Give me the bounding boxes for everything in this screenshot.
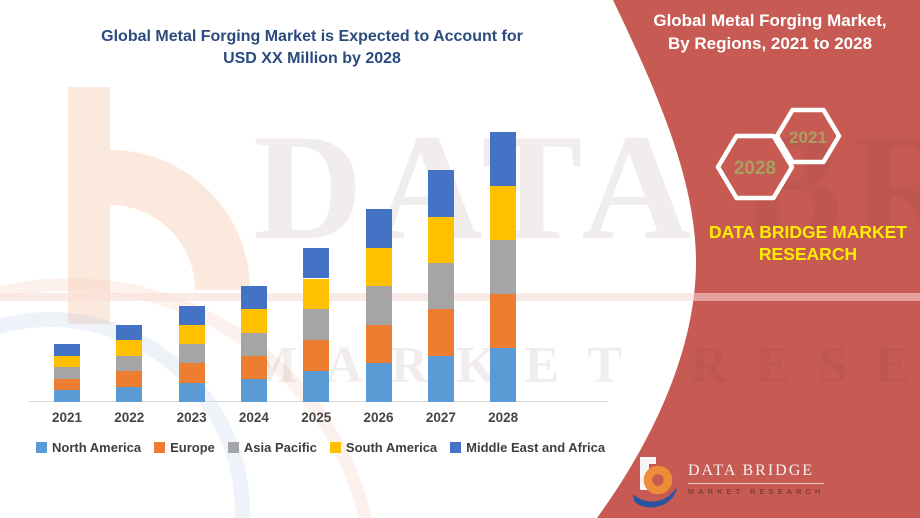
x-axis-label-2025: 2025 xyxy=(301,410,332,425)
bar-segment-asia-pacific xyxy=(490,239,517,294)
bar-segment-middle-east-and-africa xyxy=(427,170,454,217)
chart-title-line1: Global Metal Forging Market is Expected … xyxy=(101,28,523,45)
banner-brand-text: DATA BRIDGE MARKET RESEARCH xyxy=(700,221,916,265)
bar-segment-middle-east-and-africa xyxy=(303,247,330,279)
bar-segment-middle-east-and-africa xyxy=(365,209,392,248)
bar-segment-middle-east-and-africa xyxy=(240,286,267,310)
bar-chart-plot-area: 2021 2022 2023 2024 2025 2026 2027 2028 xyxy=(28,120,612,425)
bar-segment-south-america xyxy=(303,278,330,310)
hexagon-2021-label: 2021 xyxy=(789,128,827,147)
hexagon-2028-label: 2028 xyxy=(734,158,776,179)
watermark-text-row2: MARKET RESEARCH xyxy=(248,337,920,394)
bar-segment-europe xyxy=(303,340,330,372)
legend-swatch-north-america xyxy=(36,442,47,453)
banner-title-line2: By Regions, 2021 to 2028 xyxy=(667,34,873,53)
hexagon-2021 xyxy=(774,107,842,165)
legend-label-middle-east-and-africa: Middle East and Africa xyxy=(466,440,606,455)
x-axis-label-2023: 2023 xyxy=(176,410,207,425)
bar-column-2028 xyxy=(490,120,517,402)
bar-segment-north-america xyxy=(490,347,517,402)
legend-item-asia-pacific: Asia Pacific xyxy=(227,440,317,455)
bar-segment-asia-pacific xyxy=(54,367,80,379)
x-axis-label-2028: 2028 xyxy=(488,410,519,425)
x-axis-label-2022: 2022 xyxy=(114,410,145,425)
bar-segment-middle-east-and-africa xyxy=(490,131,517,186)
footer-logo-name: DATA BRIDGE xyxy=(688,462,825,484)
chart-title-line2: USD XX Million by 2028 xyxy=(223,50,401,67)
bar-segment-europe xyxy=(54,378,80,391)
bar-segment-asia-pacific xyxy=(303,309,330,341)
legend-item-south-america: South America xyxy=(329,440,438,455)
legend-item-europe: Europe xyxy=(154,440,215,455)
bar-segment-middle-east-and-africa xyxy=(54,344,80,356)
year-hexagons: 2021 2028 xyxy=(715,107,842,201)
bar-segment-north-america xyxy=(365,363,392,402)
bar-segment-north-america xyxy=(116,386,143,402)
banner-brand-line1: DATA BRIDGE MARKET xyxy=(709,222,907,242)
legend-label-north-america: North America xyxy=(52,440,142,455)
bar-segment-north-america xyxy=(427,355,454,402)
legend-item-middle-east-and-africa: Middle East and Africa xyxy=(450,440,605,455)
bar-segment-south-america xyxy=(54,355,80,368)
watermark-stripe xyxy=(0,293,920,301)
bar-column-2025 xyxy=(303,120,330,402)
bar-segment-europe xyxy=(365,324,392,364)
bar-segment-north-america xyxy=(54,390,80,402)
x-axis-label-2024: 2024 xyxy=(238,410,269,425)
chart-title: Global Metal Forging Market is Expected … xyxy=(88,26,536,70)
footer-logo: DATA BRIDGE MARKET RESEARCH xyxy=(632,456,825,508)
bar-segment-europe xyxy=(427,309,454,356)
x-axis-label-2021: 2021 xyxy=(51,410,83,425)
legend-swatch-middle-east-and-africa xyxy=(450,442,462,453)
legend-swatch-south-america xyxy=(329,442,341,453)
x-axis-label-2027: 2027 xyxy=(425,410,456,425)
x-axis-label-2026: 2026 xyxy=(363,410,394,425)
legend-swatch-asia-pacific xyxy=(227,442,239,453)
bar-segment-europe xyxy=(116,371,143,387)
banner-title: Global Metal Forging Market, By Regions,… xyxy=(622,9,918,55)
bar-segment-south-america xyxy=(427,216,454,264)
bar-column-2021 xyxy=(54,120,80,402)
bar-segment-north-america xyxy=(240,378,267,402)
chart-legend: North America Europe Asia Pacific South Ame… xyxy=(36,440,605,455)
legend-item-north-america: North America xyxy=(36,440,141,455)
bar-segment-middle-east-and-africa xyxy=(178,305,205,325)
bar-segment-south-america xyxy=(240,309,267,333)
bar-segment-asia-pacific xyxy=(116,355,143,372)
bar-column-2023 xyxy=(178,120,205,402)
bar-segment-asia-pacific xyxy=(178,344,205,364)
bar-segment-south-america xyxy=(490,185,517,240)
bar-column-2027 xyxy=(427,120,454,402)
bar-segment-europe xyxy=(240,355,267,379)
bar-segment-south-america xyxy=(116,340,143,356)
bar-column-2022 xyxy=(116,120,143,402)
legend-label-asia-pacific: Asia Pacific xyxy=(243,440,317,455)
bar-segment-north-america xyxy=(303,371,330,402)
legend-label-south-america: South America xyxy=(345,440,438,455)
bar-segment-north-america xyxy=(178,382,205,402)
bar-segment-middle-east-and-africa xyxy=(116,324,143,341)
bar-segment-south-america xyxy=(365,247,392,287)
bar-column-2026 xyxy=(365,120,392,402)
legend-swatch-europe xyxy=(154,442,166,453)
bar-segment-europe xyxy=(178,363,205,383)
footer-logo-subtitle: MARKET RESEARCH xyxy=(688,487,825,496)
hexagon-2028 xyxy=(715,133,795,201)
bar-segment-asia-pacific xyxy=(427,263,454,310)
banner-title-line1: Global Metal Forging Market, xyxy=(653,11,887,30)
watermark-text-row1: DATA BRIDGE xyxy=(253,103,920,271)
bar-segment-asia-pacific xyxy=(365,286,392,325)
bar-segment-europe xyxy=(490,293,517,348)
banner-brand-line2: RESEARCH xyxy=(758,244,858,264)
bar-segment-south-america xyxy=(178,324,205,345)
bar-column-2024 xyxy=(240,120,267,402)
data-bridge-logo-icon xyxy=(633,457,677,508)
bar-segment-asia-pacific xyxy=(240,332,267,356)
legend-label-europe: Europe xyxy=(170,440,215,455)
